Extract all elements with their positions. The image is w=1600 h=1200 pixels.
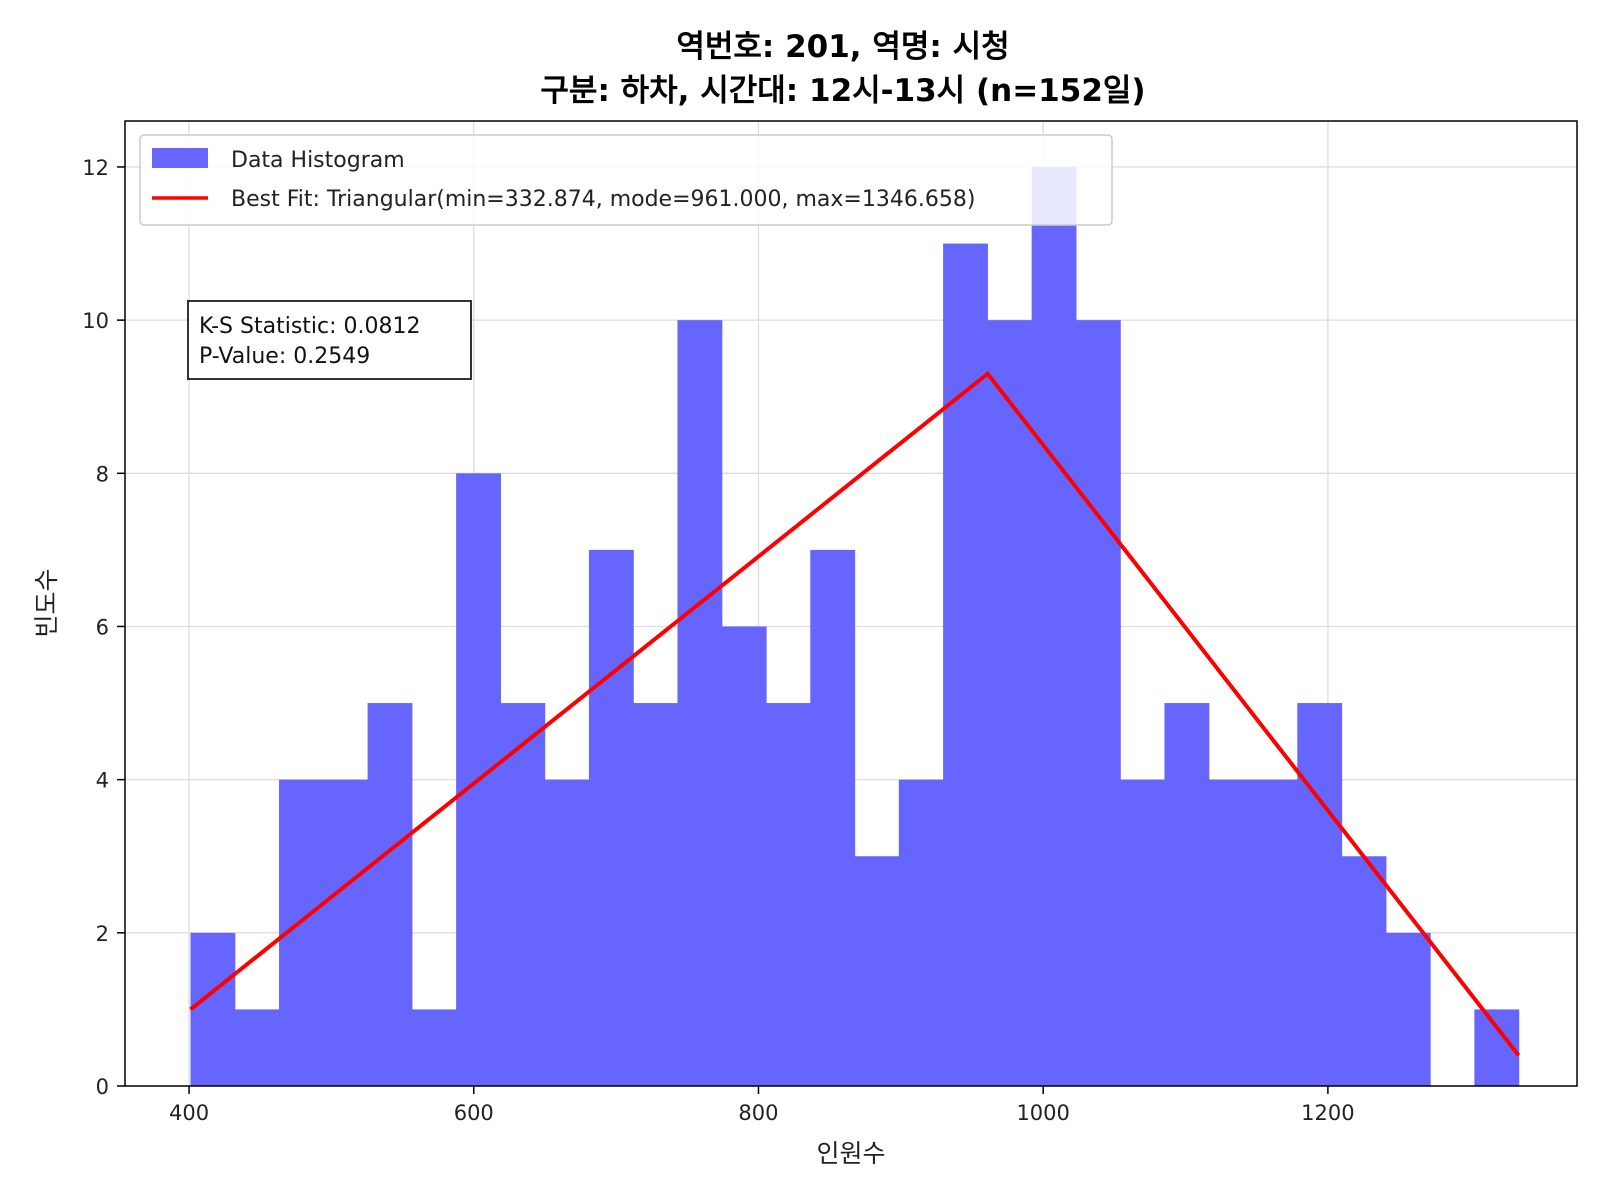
histogram-bar	[411, 1009, 457, 1086]
legend: Data Histogram Best Fit: Triangular(min=…	[139, 134, 1113, 226]
histogram-bar	[633, 703, 679, 1086]
histogram-bar	[766, 703, 811, 1086]
legend-fit-label: Best Fit: Triangular(min=332.874, mode=9…	[231, 187, 975, 212]
histogram-bar	[190, 932, 236, 1086]
histogram-bar	[1031, 166, 1077, 1086]
y-tick-label: 4	[96, 769, 109, 793]
histogram-bar	[1075, 320, 1121, 1087]
x-axis-label: 인원수	[816, 1139, 885, 1168]
legend-box	[139, 134, 1113, 226]
y-tick-label: 12	[82, 156, 109, 180]
histogram-bar	[987, 320, 1033, 1087]
histogram-bar	[234, 1009, 280, 1086]
legend-histogram-swatch	[152, 148, 208, 168]
x-tick-label: 1000	[1016, 1101, 1069, 1125]
ks-statistic-text: K-S Statistic: 0.0812	[199, 314, 421, 339]
y-tick-label: 0	[96, 1075, 109, 1099]
histogram-bar	[677, 320, 723, 1087]
p-value-text: P-Value: 0.2549	[199, 344, 370, 369]
y-axis-label: 빈도수	[32, 568, 61, 637]
y-tick-label: 6	[96, 615, 109, 639]
histogram-bar	[544, 779, 590, 1086]
histogram-bar	[943, 243, 988, 1087]
x-tick-label: 400	[169, 1101, 209, 1125]
chart-title-line2: 구분: 하차, 시간대: 12시-13시 (n=152일)	[540, 73, 1145, 109]
x-tick-label: 600	[454, 1101, 494, 1125]
histogram-bar	[1297, 703, 1343, 1086]
stats-annotation: K-S Statistic: 0.0812 P-Value: 0.2549	[187, 300, 472, 380]
y-tick-label: 8	[96, 462, 109, 486]
histogram-bar	[588, 549, 634, 1086]
x-tick-label: 1200	[1301, 1101, 1354, 1125]
histogram-bar	[367, 703, 413, 1086]
stats-box	[187, 300, 472, 380]
fit-line-layer	[189, 370, 1521, 1057]
histogram-bar	[1120, 779, 1166, 1086]
axis-ticks: 400 600 800 1000 1200 0 2 4 6 8 10 12	[82, 156, 1354, 1125]
histogram-bar	[1164, 703, 1210, 1086]
histogram-bar	[1341, 856, 1387, 1086]
chart-title-line1: 역번호: 201, 역명: 시청	[676, 29, 1009, 65]
histogram-bar	[1385, 932, 1431, 1086]
histogram-bar	[854, 856, 900, 1086]
histogram-bar	[810, 549, 856, 1086]
histogram-bar	[323, 779, 369, 1086]
plot-area-frame	[124, 120, 1578, 1087]
x-tick-label: 800	[738, 1101, 778, 1125]
y-tick-label: 2	[96, 922, 109, 946]
y-tick-label: 10	[82, 309, 109, 333]
legend-histogram-label: Data Histogram	[231, 148, 405, 173]
histogram-bar	[898, 779, 944, 1086]
histogram-bar	[1253, 779, 1298, 1086]
histogram-bars	[190, 166, 1520, 1087]
histogram-bar	[721, 626, 767, 1086]
histogram-bar	[500, 703, 546, 1086]
histogram-bar	[1208, 779, 1254, 1086]
triangular-fit-line	[189, 370, 1521, 1057]
